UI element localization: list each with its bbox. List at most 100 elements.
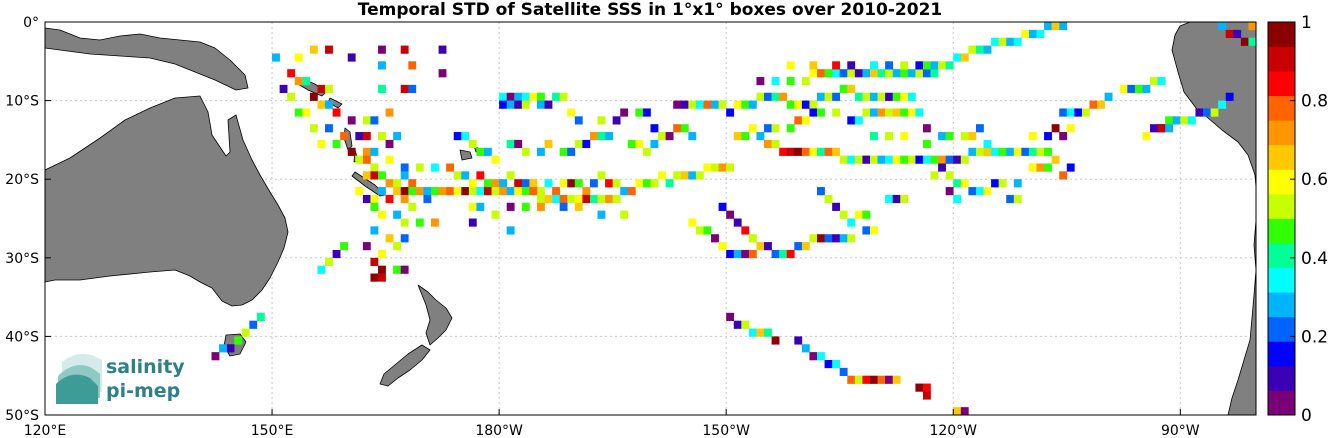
colorbar-segment bbox=[1268, 193, 1295, 219]
std-cell bbox=[415, 218, 424, 227]
std-cell bbox=[809, 147, 818, 156]
std-cell bbox=[945, 132, 954, 141]
std-cell bbox=[817, 187, 825, 196]
std-cell bbox=[824, 92, 833, 101]
std-cell bbox=[642, 108, 651, 117]
std-cell bbox=[900, 132, 909, 141]
std-cell bbox=[938, 163, 946, 172]
std-cell bbox=[991, 179, 999, 188]
std-cell bbox=[741, 226, 750, 235]
std-cell bbox=[234, 336, 243, 345]
std-cell bbox=[809, 234, 818, 243]
std-cell bbox=[362, 155, 371, 164]
std-cell bbox=[536, 100, 545, 109]
std-cell bbox=[869, 92, 878, 101]
std-cell bbox=[975, 45, 984, 54]
std-cell bbox=[907, 69, 916, 78]
std-cell bbox=[847, 375, 856, 384]
std-cell bbox=[786, 124, 795, 133]
std-cell bbox=[726, 249, 735, 259]
std-cell bbox=[438, 45, 447, 54]
std-cell bbox=[597, 210, 606, 219]
std-cell bbox=[476, 187, 485, 196]
std-cell bbox=[642, 147, 651, 156]
std-cell bbox=[521, 187, 530, 196]
y-tick-label: 40°S bbox=[5, 329, 39, 345]
colorbar-tick-label: 0 bbox=[1301, 406, 1312, 426]
std-cell bbox=[695, 100, 704, 109]
std-cell bbox=[483, 147, 492, 156]
std-cell bbox=[839, 155, 848, 164]
land-new-guinea bbox=[45, 27, 249, 91]
std-cell bbox=[287, 69, 296, 78]
std-cell bbox=[915, 61, 924, 70]
std-cell bbox=[468, 202, 477, 211]
std-cell bbox=[711, 234, 719, 243]
std-cell bbox=[1248, 22, 1256, 31]
std-cell bbox=[1059, 22, 1068, 31]
std-cell bbox=[1036, 163, 1045, 172]
std-cell bbox=[854, 92, 863, 101]
std-cell bbox=[726, 312, 735, 321]
std-cell bbox=[832, 234, 841, 243]
std-cell bbox=[574, 202, 583, 211]
logo-wave-front bbox=[56, 374, 98, 404]
std-cell bbox=[877, 155, 886, 164]
std-cell bbox=[370, 194, 379, 204]
std-cell bbox=[552, 194, 560, 204]
std-cell bbox=[1165, 124, 1174, 133]
std-cell bbox=[506, 139, 515, 149]
std-cell bbox=[1013, 147, 1022, 156]
std-cell bbox=[915, 108, 924, 117]
std-cell bbox=[499, 187, 507, 196]
std-cell bbox=[476, 171, 485, 180]
std-cell bbox=[347, 147, 356, 156]
std-cell bbox=[597, 116, 606, 125]
land-australia bbox=[45, 95, 289, 307]
std-cell bbox=[862, 69, 871, 78]
std-cell bbox=[824, 69, 833, 78]
std-cell bbox=[711, 163, 719, 172]
std-cell bbox=[801, 100, 810, 109]
std-cell bbox=[1187, 116, 1196, 125]
std-cell bbox=[922, 124, 931, 133]
std-cell bbox=[370, 226, 379, 235]
std-cell bbox=[536, 147, 545, 156]
std-cell bbox=[309, 45, 318, 54]
std-cell bbox=[794, 336, 803, 345]
std-cell bbox=[945, 171, 954, 180]
std-cell bbox=[468, 139, 477, 149]
x-tick-label: 90°W bbox=[1161, 423, 1200, 438]
std-cell bbox=[748, 328, 757, 337]
std-cell bbox=[582, 139, 591, 149]
std-cell bbox=[1044, 163, 1052, 172]
std-cell bbox=[483, 187, 492, 196]
x-tick-label: 120°E bbox=[24, 423, 67, 438]
std-cell bbox=[847, 155, 856, 164]
std-cell bbox=[1157, 77, 1166, 86]
std-cell bbox=[635, 179, 644, 188]
std-cell bbox=[673, 124, 682, 133]
std-cell bbox=[665, 132, 674, 141]
std-cell bbox=[945, 61, 954, 70]
std-cell bbox=[567, 179, 576, 188]
std-cell bbox=[1157, 124, 1166, 133]
colorbar-segment bbox=[1268, 46, 1295, 72]
std-cell bbox=[885, 108, 893, 117]
axis-tick-labels: 120°E 150°E 180°W 150°W 120°W 90°W 0° 10°S 20°S 3… bbox=[5, 15, 1199, 438]
std-cell bbox=[832, 61, 841, 70]
std-cell bbox=[332, 108, 341, 117]
std-cell bbox=[832, 147, 841, 156]
std-cell bbox=[1036, 29, 1045, 39]
std-cell bbox=[408, 61, 417, 70]
std-cell bbox=[711, 100, 719, 109]
std-cell bbox=[1172, 116, 1181, 125]
std-cell bbox=[1044, 147, 1052, 156]
std-cell bbox=[900, 155, 909, 164]
std-cell bbox=[370, 116, 379, 125]
std-cell bbox=[415, 187, 424, 196]
std-cell bbox=[748, 124, 757, 133]
std-cell bbox=[688, 132, 697, 141]
std-cell bbox=[665, 179, 674, 188]
